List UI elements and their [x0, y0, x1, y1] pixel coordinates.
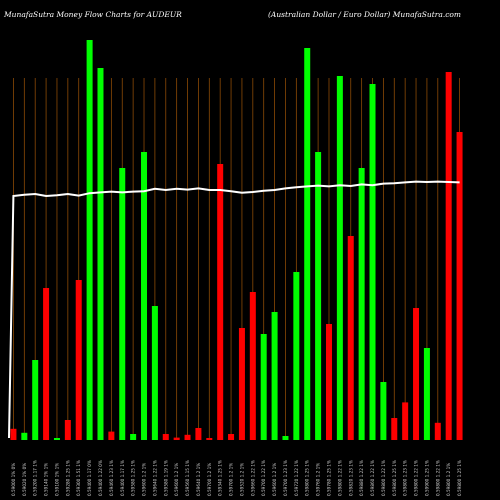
- bar-layer: [10, 40, 463, 440]
- x-tick-label: 0.59800 1.22 1%: [414, 460, 419, 496]
- bar: [173, 437, 180, 440]
- x-tick-label: 0.59560 1.15 1%: [185, 460, 190, 496]
- bar: [97, 68, 104, 440]
- bar: [402, 402, 409, 440]
- x-tick-label: 0.59800 1.2 1%: [446, 463, 451, 496]
- x-tick-label: 0.59700 1.2 1%: [207, 463, 212, 496]
- x-tick-label: 0.59400 1.17 0%: [87, 460, 92, 496]
- bar: [141, 152, 148, 440]
- x-tick-label: 0.59600 1.2 1%: [142, 463, 147, 496]
- x-tick-label: 0.59280 1.25 1%: [65, 460, 70, 496]
- x-tick-label: 0.59780 1.25 1%: [326, 460, 331, 496]
- bar: [260, 334, 267, 440]
- x-tick-label: 0.59300 1.51 1%: [76, 460, 81, 496]
- x-label-layer: 0.59000 1% 0% 0.59020 1% 0% 0.59200 1.17 1…: [11, 460, 462, 496]
- bar: [228, 434, 235, 440]
- bar: [21, 432, 28, 440]
- x-tick-label: 0.59800 1.23 1%: [403, 460, 408, 496]
- bar: [10, 428, 17, 440]
- bar: [304, 48, 311, 440]
- price-line-layer: [8, 180, 460, 439]
- bar: [434, 422, 441, 440]
- x-tick-label: 0.59800 1.22 1%: [435, 460, 440, 496]
- x-tick-label: 0.59600 1.2 1%: [272, 463, 277, 496]
- bar: [130, 434, 137, 440]
- bar: [108, 431, 115, 440]
- x-tick-label: 0.59000 1% 0%: [11, 463, 16, 496]
- x-tick-label: 0.59800 1.25 1%: [305, 460, 310, 496]
- x-tick-label: 0.59880 1.22 1%: [359, 460, 364, 496]
- x-tick-label: 0.59700 1.22 1%: [261, 460, 266, 496]
- x-tick-label: 0.59760 1.2 1%: [316, 463, 321, 496]
- bar: [119, 168, 126, 440]
- bar: [325, 324, 332, 440]
- x-tick-label: 0.59400 1.22 0%: [98, 460, 103, 496]
- bar: [413, 308, 420, 440]
- bar: [391, 418, 398, 440]
- x-tick-label: 0.59140 1% 1%: [44, 463, 49, 496]
- x-tick-label: 0.59820 1.23 1%: [348, 460, 353, 496]
- bar: [53, 438, 60, 440]
- bar: [195, 428, 202, 440]
- bar: [64, 420, 71, 440]
- bar: [43, 288, 50, 440]
- x-tick-label: 0.59100 1% 1%: [54, 463, 59, 496]
- bar: [238, 328, 245, 440]
- price-line: [8, 180, 460, 439]
- bar: [456, 132, 463, 440]
- bar: [445, 72, 452, 440]
- bar: [249, 292, 256, 440]
- x-tick-label: 0.59460 1.23 1%: [109, 460, 114, 496]
- bar: [293, 272, 300, 440]
- bar: [369, 84, 376, 440]
- bar: [315, 152, 322, 440]
- x-tick-label: 0.59640 1.2 1%: [196, 463, 201, 496]
- x-tick-label: 0.59020 1% 0%: [22, 463, 27, 496]
- x-tick-label: 0.59800 1.22 1%: [337, 460, 342, 496]
- bar: [336, 76, 343, 440]
- x-tick-label: 0.59640 1.22 1%: [152, 460, 157, 496]
- bar: [162, 434, 169, 440]
- x-tick-label: 0.59580 1.19 1%: [163, 460, 168, 496]
- x-tick-label: 0.59860 1.22 1%: [370, 460, 375, 496]
- x-tick-label: 0.59720 1.22 1%: [294, 460, 299, 496]
- bar: [151, 306, 158, 440]
- bar: [217, 164, 224, 440]
- bar: [86, 40, 93, 440]
- bar: [271, 312, 278, 440]
- x-tick-label: 0.59900 1.25 1%: [424, 460, 429, 496]
- x-tick-label: 0.59800 1.25 1%: [457, 460, 462, 496]
- x-tick-label: 0.59340 1.25 1%: [218, 460, 223, 496]
- bar: [184, 434, 191, 440]
- x-tick-label: 0.59400 1.17 1%: [120, 460, 125, 496]
- x-tick-label: 0.59800 1.25 1%: [392, 460, 397, 496]
- bar: [206, 438, 213, 440]
- x-tick-label: 0.59520 1.2 1%: [239, 463, 244, 496]
- bar: [75, 280, 82, 440]
- bar: [347, 236, 354, 440]
- x-tick-label: 0.59800 1.22 1%: [381, 460, 386, 496]
- chart-title: MunafaSutra Money Flow Charts for AUDEUR: [4, 10, 182, 19]
- bar: [282, 436, 289, 440]
- x-tick-label: 0.59580 1.25 1%: [131, 460, 136, 496]
- bar: [32, 360, 39, 440]
- bar: [423, 348, 430, 440]
- chart-subtitle: (Australian Dollar / Euro Dollar) Munafa…: [268, 10, 462, 19]
- x-tick-label: 0.59700 1.23 1%: [283, 460, 288, 496]
- x-tick-label: 0.59200 1.17 1%: [33, 460, 38, 496]
- x-tick-label: 0.59600 1.2 1%: [174, 463, 179, 496]
- x-tick-label: 0.59660 1.22 1%: [250, 460, 255, 496]
- x-tick-label: 0.59700 1.2 1%: [229, 463, 234, 496]
- bar: [380, 382, 387, 440]
- bar: [358, 168, 365, 440]
